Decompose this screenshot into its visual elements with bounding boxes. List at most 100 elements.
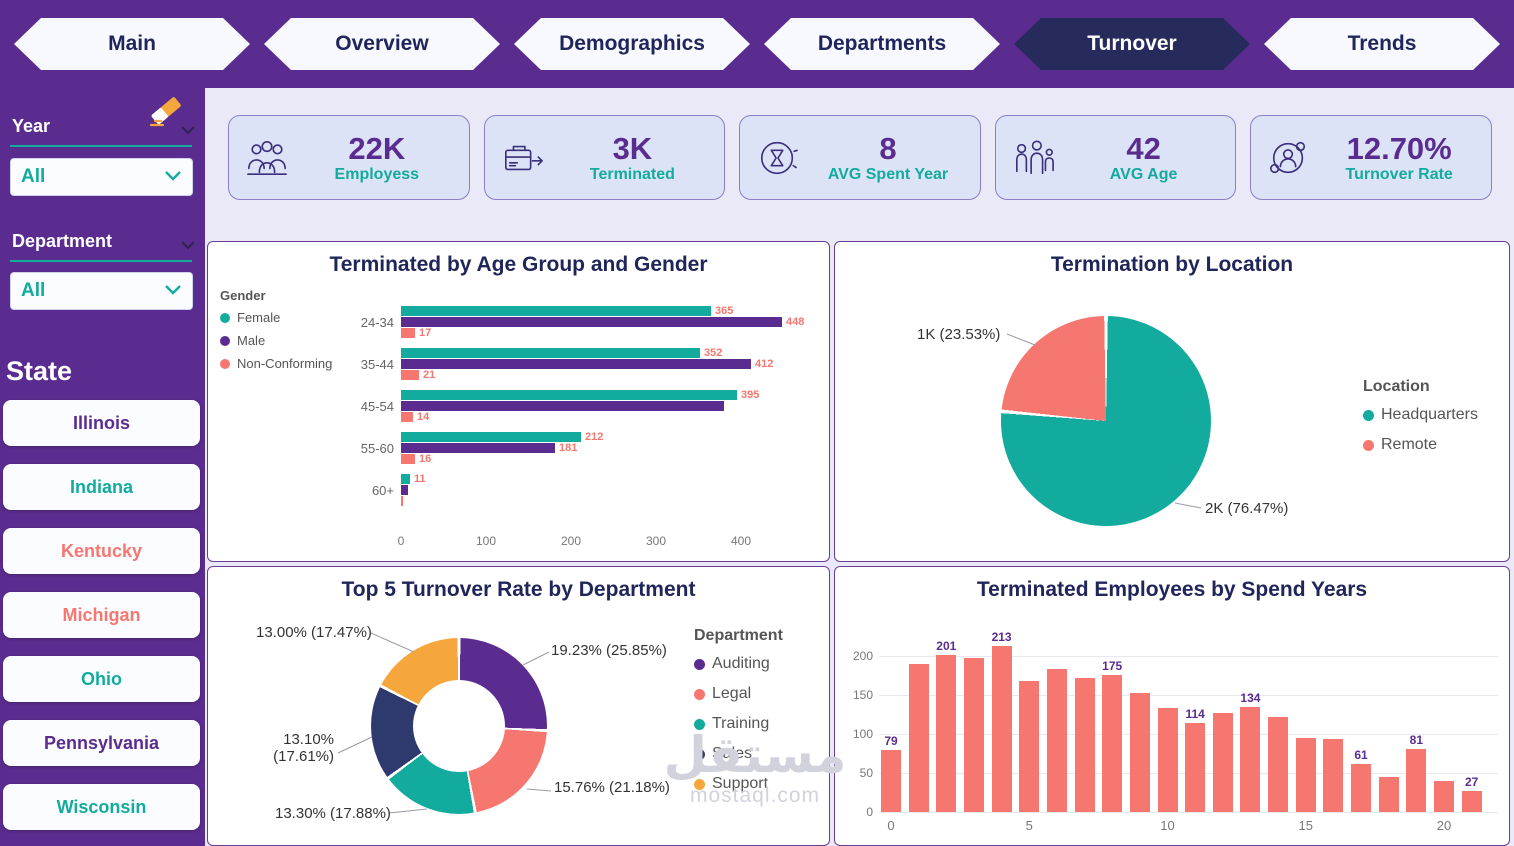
bar-year-0[interactable]: [881, 750, 901, 812]
tab-departments[interactable]: Departments: [764, 18, 1000, 70]
legend-label: Support: [712, 775, 769, 792]
donut-callout-training: 13.30% (17.88%): [275, 805, 391, 822]
bar-male-24-34[interactable]: [401, 317, 782, 327]
bar-female-55-60[interactable]: [401, 432, 581, 442]
legend-label: Legal: [712, 685, 752, 702]
legend-item-training[interactable]: Training: [694, 715, 783, 733]
kpi-value-terminated: 3K: [612, 130, 653, 166]
chart-terminated-by-age-gender: Terminated by Age Group and Gender Gende…: [207, 241, 830, 562]
bar-value-label: 16: [419, 453, 432, 465]
bar-year-20[interactable]: [1434, 781, 1454, 812]
bar-value-label: 11: [414, 473, 426, 485]
tab-overview[interactable]: Overview: [264, 18, 500, 70]
axis-tick-label: 10: [1160, 818, 1175, 833]
kpi-card-employees: 22K Employess: [228, 115, 470, 200]
bar-value-label: 181: [559, 442, 578, 454]
state-button-michigan[interactable]: Michigan: [3, 592, 200, 638]
bar-year-17[interactable]: [1351, 764, 1372, 812]
kpi-label-avg-spent-year: AVG Spent Year: [827, 165, 949, 183]
location-pie[interactable]: [1001, 316, 1211, 526]
legend-title: Department: [694, 627, 783, 644]
legend-item-male[interactable]: Male: [220, 333, 332, 348]
year-filter-value: All: [21, 166, 46, 187]
bar-year-8[interactable]: [1102, 675, 1123, 812]
legend-dot: [1363, 439, 1374, 451]
bar-female-35-44[interactable]: [401, 348, 700, 358]
tab-main[interactable]: Main: [14, 18, 250, 70]
state-button-indiana[interactable]: Indiana: [3, 464, 200, 510]
legend-item-support[interactable]: Support: [694, 775, 783, 793]
bar-year-9[interactable]: [1129, 693, 1150, 812]
legend-item-headquarters[interactable]: Headquarters: [1363, 406, 1478, 424]
bar-male-60+[interactable]: [401, 485, 408, 495]
state-button-kentucky[interactable]: Kentucky: [3, 528, 200, 574]
legend-item-legal[interactable]: Legal: [694, 685, 783, 703]
department-filter-label: Department: [12, 231, 113, 251]
bar-year-3[interactable]: [963, 658, 984, 812]
bar-year-15[interactable]: [1295, 738, 1316, 812]
axis-tick-label: 400: [730, 534, 752, 548]
axis-category-label: 55-60: [360, 441, 394, 456]
chart-title: Termination by Location: [1050, 253, 1294, 276]
bar-female-45-54[interactable]: [401, 390, 737, 400]
legend-item-remote[interactable]: Remote: [1363, 436, 1478, 454]
legend-item-sales[interactable]: Sales: [694, 745, 783, 763]
state-button-ohio[interactable]: Ohio: [3, 656, 200, 702]
bar-year-7[interactable]: [1074, 678, 1095, 812]
legend-item-non-conforming[interactable]: Non-Conforming: [220, 356, 332, 371]
tab-trends[interactable]: Trends: [1264, 18, 1500, 70]
chevron-down-icon[interactable]: [181, 122, 195, 140]
pie-callout-remote: 1K (23.53%): [917, 326, 1001, 343]
chevron-down-icon: [164, 282, 182, 300]
bar-female-60+[interactable]: [401, 474, 410, 484]
bar-year-6[interactable]: [1046, 669, 1067, 812]
kpi-row: 22K Employess 3K Terminated 8 AVG: [228, 115, 1492, 200]
tab-turnover[interactable]: Turnover: [1014, 18, 1250, 70]
bar-non-conforming-60+[interactable]: [401, 496, 403, 506]
chevron-down-icon: [164, 168, 182, 186]
bar-male-35-44[interactable]: [401, 359, 751, 369]
bar-female-24-34[interactable]: [401, 306, 711, 316]
kpi-value-avg-age: 42: [1126, 130, 1161, 166]
bar-year-1[interactable]: [908, 664, 929, 812]
year-filter-dropdown[interactable]: All: [10, 158, 193, 196]
bar-year-4[interactable]: [991, 646, 1012, 812]
state-button-illinois[interactable]: Illinois: [3, 400, 200, 446]
age-gender-plot: 365 448 17 352 412 21 395 14 212 181 16 11: [401, 302, 825, 527]
bar-value-label: 114: [1185, 707, 1205, 721]
bar-male-45-54[interactable]: [401, 401, 724, 411]
bar-value-label: 213: [991, 630, 1012, 644]
bar-year-13[interactable]: [1240, 707, 1261, 812]
chevron-down-icon[interactable]: [181, 237, 195, 255]
legend-item-auditing[interactable]: Auditing: [694, 655, 783, 673]
donut-callout-auditing: 19.23% (25.85%): [551, 642, 667, 659]
bar-year-16[interactable]: [1323, 739, 1344, 812]
legend-item-female[interactable]: Female: [220, 310, 332, 325]
legend-label: Sales: [712, 745, 753, 762]
state-button-wisconsin[interactable]: Wisconsin: [3, 784, 200, 830]
bar-non-conforming-35-44[interactable]: [401, 370, 419, 380]
bar-value-label: 61: [1354, 748, 1368, 762]
legend-dot: [694, 778, 705, 790]
bar-year-2[interactable]: [936, 655, 957, 812]
bar-non-conforming-55-60[interactable]: [401, 454, 415, 464]
bar-non-conforming-24-34[interactable]: [401, 328, 415, 338]
bar-year-21[interactable]: [1461, 791, 1482, 812]
axis-tick-label: 100: [475, 534, 497, 548]
bar-year-18[interactable]: [1378, 777, 1399, 812]
tab-demographics[interactable]: Demographics: [514, 18, 750, 70]
clear-filters-icon[interactable]: [147, 94, 187, 135]
bar-non-conforming-45-54[interactable]: [401, 412, 413, 422]
bar-year-10[interactable]: [1157, 708, 1178, 812]
bar-year-5[interactable]: [1019, 681, 1040, 812]
state-button-pennsylvania[interactable]: Pennsylvania: [3, 720, 200, 766]
bar-year-19[interactable]: [1406, 749, 1427, 812]
bar-year-11[interactable]: [1185, 723, 1206, 812]
department-filter-dropdown[interactable]: All: [10, 272, 193, 310]
axis-tick-label: 20: [1436, 818, 1452, 833]
bar-year-12[interactable]: [1212, 713, 1233, 812]
axis-tick-label: 200: [852, 649, 873, 663]
kpi-label-turnover-rate: Turnover Rate: [1345, 165, 1453, 183]
bar-male-55-60[interactable]: [401, 443, 555, 453]
bar-year-14[interactable]: [1268, 717, 1289, 812]
